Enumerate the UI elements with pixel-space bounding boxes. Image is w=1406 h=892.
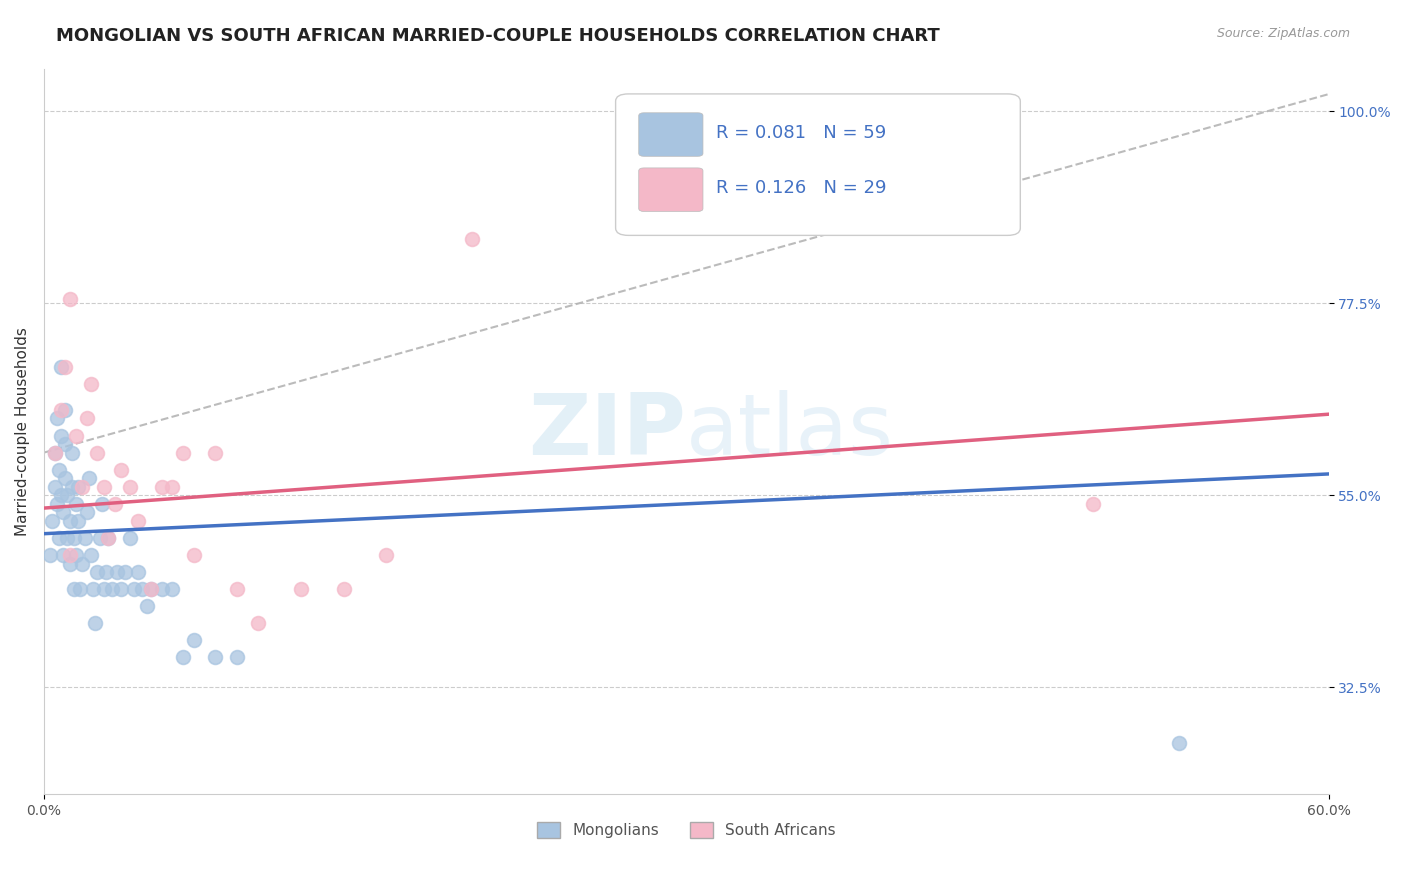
- Point: [172, 650, 194, 665]
- Point: [150, 582, 173, 597]
- Point: [53, 403, 76, 417]
- Point: [122, 582, 145, 597]
- Point: [90, 497, 112, 511]
- Point: [80, 548, 103, 562]
- Point: [56, 531, 79, 545]
- Y-axis label: Married-couple Households: Married-couple Households: [15, 326, 30, 536]
- Point: [76, 505, 98, 519]
- Point: [183, 548, 205, 562]
- Point: [118, 480, 141, 494]
- Text: R = 0.126   N = 29: R = 0.126 N = 29: [716, 179, 886, 197]
- Point: [84, 616, 107, 631]
- Point: [97, 531, 120, 545]
- Point: [67, 480, 90, 494]
- Point: [150, 480, 173, 494]
- Point: [114, 565, 136, 579]
- Point: [139, 582, 162, 597]
- Text: MONGOLIAN VS SOUTH AFRICAN MARRIED-COUPLE HOUSEHOLDS CORRELATION CHART: MONGOLIAN VS SOUTH AFRICAN MARRIED-COUPL…: [56, 27, 941, 45]
- Point: [77, 471, 100, 485]
- Point: [69, 582, 91, 597]
- Point: [44, 445, 66, 459]
- Point: [1081, 497, 1104, 511]
- Point: [375, 548, 398, 562]
- Point: [49, 403, 72, 417]
- Point: [60, 480, 83, 494]
- Point: [65, 548, 87, 562]
- Point: [44, 445, 66, 459]
- Point: [63, 582, 86, 597]
- Point: [162, 480, 184, 494]
- Point: [80, 377, 103, 392]
- Point: [103, 497, 125, 511]
- Point: [93, 480, 115, 494]
- Point: [127, 565, 149, 579]
- Point: [73, 531, 96, 545]
- Point: [225, 582, 247, 597]
- Point: [204, 445, 226, 459]
- Point: [225, 650, 247, 665]
- Point: [52, 548, 75, 562]
- Legend: Mongolians, South Africans: Mongolians, South Africans: [531, 816, 841, 845]
- Point: [58, 292, 80, 306]
- Point: [67, 514, 90, 528]
- Point: [72, 557, 94, 571]
- Point: [41, 514, 63, 528]
- Point: [290, 582, 312, 597]
- Point: [127, 514, 149, 528]
- FancyBboxPatch shape: [638, 112, 703, 156]
- Point: [53, 437, 76, 451]
- Point: [110, 582, 132, 597]
- Text: ZIP: ZIP: [529, 390, 686, 473]
- Point: [131, 582, 153, 597]
- Point: [65, 428, 87, 442]
- Point: [247, 616, 270, 631]
- Point: [65, 497, 87, 511]
- Point: [97, 531, 120, 545]
- Point: [86, 565, 108, 579]
- Point: [45, 497, 67, 511]
- Point: [39, 548, 62, 562]
- Text: atlas: atlas: [686, 390, 894, 473]
- Point: [172, 445, 194, 459]
- Point: [53, 360, 76, 375]
- FancyBboxPatch shape: [638, 168, 703, 211]
- Text: R = 0.081   N = 59: R = 0.081 N = 59: [716, 124, 886, 142]
- Point: [58, 514, 80, 528]
- FancyBboxPatch shape: [616, 94, 1021, 235]
- Point: [89, 531, 111, 545]
- Point: [72, 480, 94, 494]
- Point: [118, 531, 141, 545]
- Point: [53, 471, 76, 485]
- Point: [49, 360, 72, 375]
- Point: [49, 428, 72, 442]
- Point: [44, 480, 66, 494]
- Point: [49, 488, 72, 502]
- Point: [105, 565, 128, 579]
- Point: [63, 531, 86, 545]
- Text: Source: ZipAtlas.com: Source: ZipAtlas.com: [1216, 27, 1350, 40]
- Point: [93, 582, 115, 597]
- Point: [48, 531, 70, 545]
- Point: [461, 232, 484, 246]
- Point: [332, 582, 354, 597]
- Point: [94, 565, 117, 579]
- Point: [58, 557, 80, 571]
- Point: [45, 411, 67, 425]
- Point: [60, 445, 83, 459]
- Point: [162, 582, 184, 597]
- Point: [204, 650, 226, 665]
- Point: [86, 445, 108, 459]
- Point: [48, 463, 70, 477]
- Point: [52, 505, 75, 519]
- Point: [76, 411, 98, 425]
- Point: [139, 582, 162, 597]
- Point: [56, 488, 79, 502]
- Point: [135, 599, 157, 614]
- Point: [183, 633, 205, 648]
- Point: [110, 463, 132, 477]
- Point: [1167, 736, 1189, 750]
- Point: [58, 548, 80, 562]
- Point: [82, 582, 104, 597]
- Point: [101, 582, 124, 597]
